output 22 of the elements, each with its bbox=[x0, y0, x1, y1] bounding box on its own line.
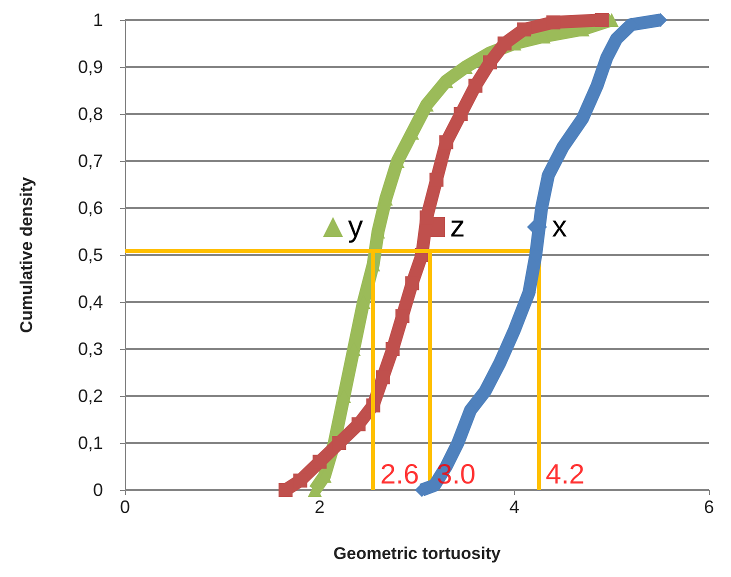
legend-label: z bbox=[450, 210, 465, 244]
x-tick-label: 2 bbox=[314, 497, 325, 517]
legend-label: y bbox=[348, 210, 363, 244]
y-tick-label: 0,9 bbox=[78, 57, 103, 77]
y-tick-label: 0,8 bbox=[78, 104, 103, 124]
x-axis-title: Geometric tortuosity bbox=[333, 544, 502, 563]
annotation: 2.6 bbox=[380, 458, 420, 490]
y-axis-title: Cumulative density bbox=[17, 176, 36, 333]
y-tick-label: 0,2 bbox=[78, 386, 103, 406]
x-tick-label: 6 bbox=[704, 497, 714, 517]
x-tick-label: 4 bbox=[509, 497, 520, 517]
y-tick-label: 0,7 bbox=[78, 151, 103, 171]
y-tick-label: 0,5 bbox=[78, 245, 103, 265]
y-tick-label: 0,1 bbox=[78, 433, 103, 453]
y-tick-label: 0 bbox=[92, 480, 103, 500]
y-tick-label: 0,3 bbox=[78, 339, 103, 359]
annotation: 4.2 bbox=[546, 458, 585, 490]
y-tick-label: 1 bbox=[92, 10, 103, 30]
y-tick-label: 0,4 bbox=[78, 292, 103, 312]
x-tick-label: 0 bbox=[120, 497, 130, 517]
y-tick-label: 0,6 bbox=[78, 198, 103, 218]
legend-label: x bbox=[552, 210, 567, 244]
